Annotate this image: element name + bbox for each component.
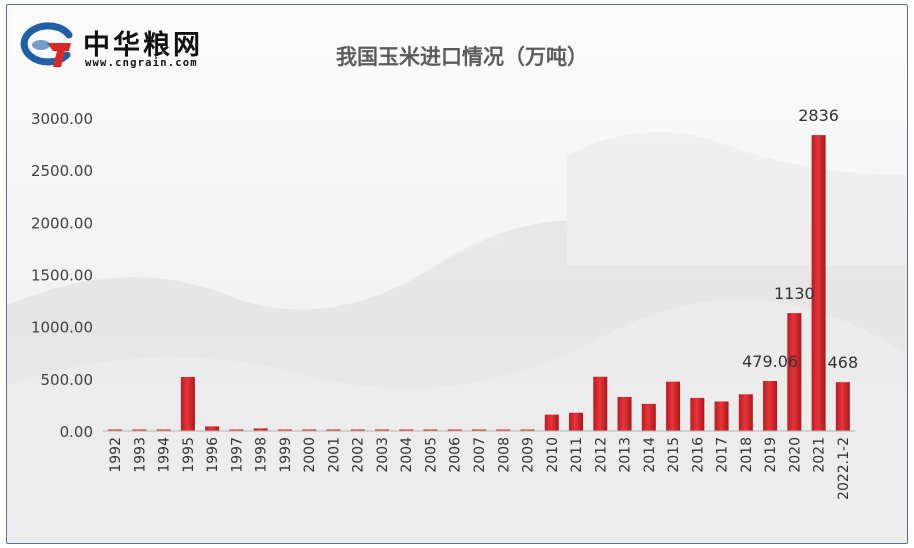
x-tick-label: 1998	[254, 437, 270, 473]
x-tick-label: 2019	[763, 437, 779, 473]
x-tick-label: 2006	[448, 437, 464, 473]
bar-2013	[617, 396, 632, 431]
bar-1996	[205, 426, 220, 431]
x-tick-label: 2002	[351, 437, 367, 473]
bar-1993	[132, 429, 147, 431]
bar-2009	[520, 429, 535, 431]
y-tick-label: 0.00	[60, 423, 93, 441]
bar-2020	[787, 313, 802, 431]
x-tick-label: 2011	[569, 437, 585, 473]
x-tick-label: 2020	[787, 437, 803, 473]
bar-2019	[763, 381, 778, 431]
x-tick-label: 2003	[375, 437, 391, 473]
x-tick-label: 2008	[496, 437, 512, 473]
bar-2001	[326, 429, 341, 431]
bars	[108, 135, 850, 432]
x-tick-label: 2010	[545, 437, 561, 473]
bar-2005	[423, 429, 438, 431]
x-tick-label: 2018	[739, 437, 755, 473]
y-tick-label: 500.00	[41, 371, 94, 389]
x-tick-label: 1999	[278, 437, 294, 473]
bar-1999	[277, 429, 292, 431]
x-tick-label: 2016	[690, 437, 706, 473]
y-tick-label: 3000.00	[31, 110, 93, 128]
chart-title: 我国玉米进口情况（万吨）	[336, 45, 588, 69]
bar-2016	[690, 397, 705, 431]
y-tick-label: 1000.00	[31, 319, 93, 337]
data-label: 2836	[798, 106, 839, 125]
bar-2022.1-2	[835, 382, 850, 431]
bar-2010	[544, 414, 559, 431]
x-tick-label: 2009	[521, 437, 537, 473]
bar-1992	[108, 429, 123, 431]
y-axis-labels: 0.00 500.00 1000.00 1500.00 2000.00 2500.00 30…	[31, 110, 93, 441]
data-labels: 479.06 1130 2836 468	[742, 106, 858, 372]
x-tick-label: 2005	[423, 437, 439, 473]
x-tick-label: 1993	[132, 437, 148, 473]
bar-2007	[472, 429, 486, 431]
x-tick-label: 2014	[642, 437, 658, 473]
y-tick-label: 2500.00	[31, 162, 93, 180]
bar-2014	[641, 403, 656, 431]
logo-name: 中华粮网	[83, 30, 203, 61]
bar-2006	[447, 429, 462, 431]
bar-2018	[738, 394, 753, 431]
x-tick-label: 1997	[229, 437, 245, 473]
y-tick-label: 1500.00	[31, 267, 93, 285]
x-axis-labels: 1992 1993 1994 1995 1996 1997 1998 1999 2000 2001…	[108, 437, 852, 500]
x-tick-label: 2000	[302, 437, 318, 473]
bar-2017	[714, 401, 729, 431]
x-tick-label: 2004	[399, 437, 415, 473]
y-tick-label: 2000.00	[31, 214, 93, 232]
bar-2011	[569, 412, 584, 431]
x-tick-label: 2013	[618, 437, 634, 473]
bar-2003	[374, 429, 389, 431]
bar-1995	[180, 376, 195, 431]
x-tick-label: 2012	[593, 437, 609, 473]
cngrain-logo-icon	[20, 22, 73, 67]
x-tick-label: 1994	[157, 437, 173, 473]
bar-chart: 0.00 500.00 1000.00 1500.00 2000.00 2500.00 30…	[7, 106, 907, 543]
chart-frame: 中华粮网 www.cngrain.com 我国玉米进口情况（万吨） 0.00 50…	[6, 4, 908, 544]
bar-2002	[350, 429, 365, 431]
x-tick-label: 2022.1-2	[836, 437, 852, 500]
bar-2012	[593, 376, 608, 431]
bar-1994	[156, 429, 171, 431]
x-tick-label: 1996	[205, 437, 221, 473]
logo: 中华粮网 www.cngrain.com	[17, 21, 257, 73]
bar-2008	[496, 429, 511, 431]
bar-1998	[253, 428, 268, 431]
data-label: 468	[828, 353, 859, 372]
bar-2004	[399, 429, 414, 431]
x-tick-label: 1995	[181, 437, 197, 473]
x-tick-label: 2001	[326, 437, 342, 473]
bar-2000	[302, 429, 317, 431]
logo-url: www.cngrain.com	[85, 57, 198, 69]
data-label: 479.06	[742, 352, 798, 371]
x-tick-label: 2007	[472, 437, 488, 473]
data-label: 1130	[774, 284, 815, 303]
x-tick-label: 2017	[715, 437, 731, 473]
background-mountains	[7, 132, 907, 543]
bar-2021	[811, 135, 826, 432]
x-tick-label: 2021	[812, 437, 828, 473]
bar-2015	[666, 381, 681, 431]
bar-1997	[229, 429, 244, 431]
x-tick-label: 1992	[108, 437, 124, 473]
x-tick-label: 2015	[666, 437, 682, 473]
